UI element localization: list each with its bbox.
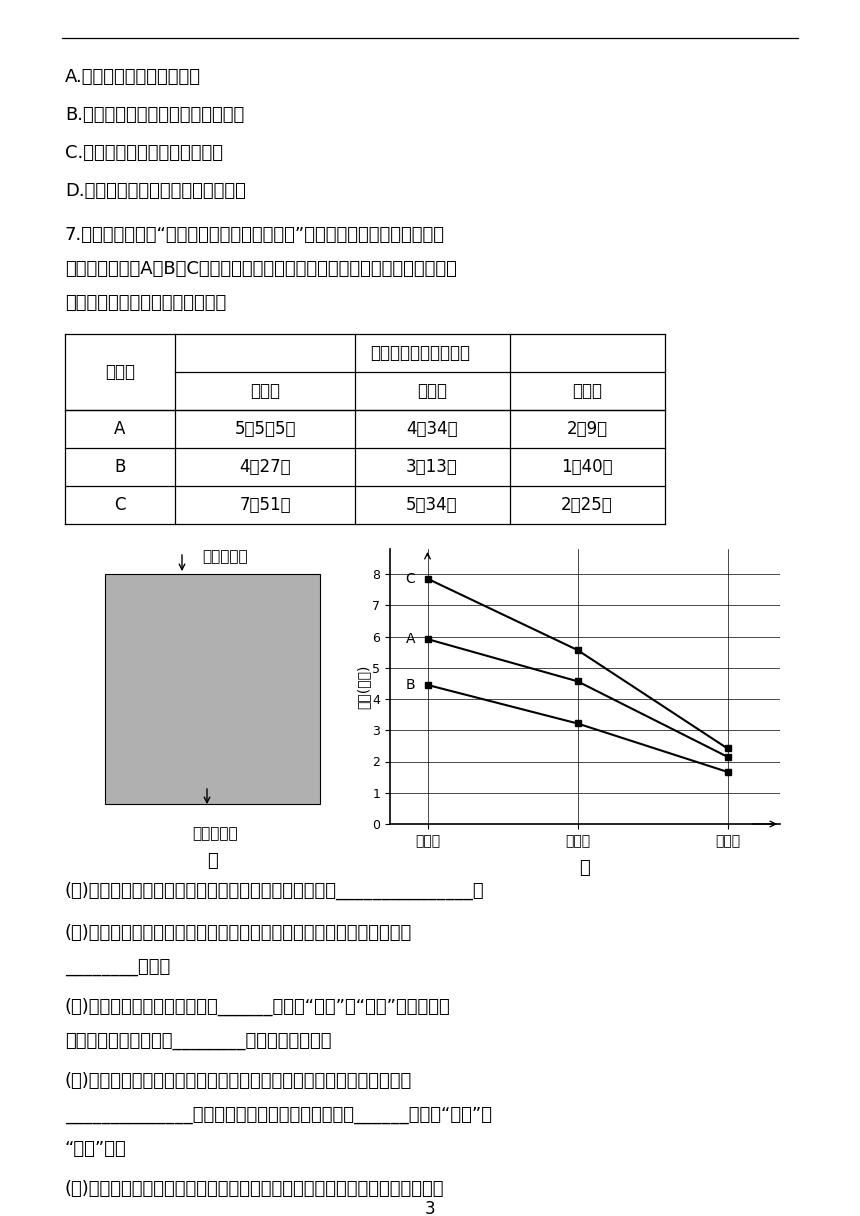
Text: 甲: 甲 bbox=[206, 852, 218, 869]
Text: 5分34秒: 5分34秒 bbox=[406, 496, 458, 514]
Text: B.后天学习行为一旦形成就不会改变: B.后天学习行为一旦形成就不会改变 bbox=[65, 106, 244, 124]
Text: 进食的小白鼠（A、B、C）分别走同一个迷宫（如图甲），在相同环境条件下，: 进食的小白鼠（A、B、C）分别走同一个迷宫（如图甲），在相同环境条件下， bbox=[65, 260, 457, 278]
Text: 出口放食物: 出口放食物 bbox=[202, 548, 248, 564]
Text: 第三次: 第三次 bbox=[572, 382, 602, 400]
Text: 3分13秒: 3分13秒 bbox=[406, 458, 458, 475]
Text: C: C bbox=[114, 496, 126, 514]
Text: ______________，可见此类行为可以通过训练得到______（选填“强化”或: ______________，可见此类行为可以通过训练得到______（选填“强… bbox=[65, 1107, 492, 1124]
Text: (２)从行为获得途径上看，小白鼠通过训练走迷宫获取食物的行为，属于: (２)从行为获得途径上看，小白鼠通过训练走迷宫获取食物的行为，属于 bbox=[65, 924, 412, 942]
Text: C.后天学习行为与遗传因素无关: C.后天学习行为与遗传因素无关 bbox=[65, 143, 223, 162]
Text: 1分40秒: 1分40秒 bbox=[562, 458, 613, 475]
Text: 7.某兴趣小组开展“训练小白鼠走迷宫获取食物”的探究活动：选取三只一天未: 7.某兴趣小组开展“训练小白鼠走迷宫获取食物”的探究活动：选取三只一天未 bbox=[65, 226, 445, 244]
Bar bbox=[105, 574, 320, 804]
Text: 2分25秒: 2分25秒 bbox=[561, 496, 613, 514]
Text: 第二次: 第二次 bbox=[417, 382, 447, 400]
Text: A: A bbox=[114, 420, 126, 438]
Text: ________行为。: ________行为。 bbox=[65, 958, 170, 976]
Text: D.先天性行为是动物生存必不可少的: D.先天性行为是动物生存必不可少的 bbox=[65, 182, 246, 199]
Text: A.飞蛾扑火是后天学习行为: A.飞蛾扑火是后天学习行为 bbox=[65, 68, 201, 86]
Text: 3: 3 bbox=[425, 1200, 435, 1216]
Text: (４)根据图乙曲线，发现三只小白鼠获取食物的三次时间有共同规律，即: (４)根据图乙曲线，发现三只小白鼠获取食物的三次时间有共同规律，即 bbox=[65, 1073, 412, 1090]
Text: “弱化”）。: “弱化”）。 bbox=[65, 1141, 126, 1158]
Text: 7分51秒: 7分51秒 bbox=[239, 496, 291, 514]
Text: B: B bbox=[406, 679, 415, 692]
Text: (１)根据本实验，你认为该兴趣小组提出的问题可能是：_______________？: (１)根据本实验，你认为该兴趣小组提出的问题可能是：______________… bbox=[65, 882, 485, 900]
Text: 人口小白鼠: 人口小白鼠 bbox=[192, 826, 237, 841]
Text: 4分27秒: 4分27秒 bbox=[239, 458, 291, 475]
Text: C: C bbox=[406, 572, 415, 586]
Text: 4分34秒: 4分34秒 bbox=[406, 420, 458, 438]
Text: 5分5祝5秒: 5分5祝5秒 bbox=[234, 420, 296, 438]
Text: 第一次: 第一次 bbox=[250, 382, 280, 400]
Text: 小白鼠: 小白鼠 bbox=[105, 364, 135, 381]
Text: (５)在上述实验中，若把小白鼠换成蝶蟂，蝶蟂难以经过短时间训练获取食物，: (５)在上述实验中，若把小白鼠换成蝶蟂，蝶蟂难以经过短时间训练获取食物， bbox=[65, 1180, 445, 1198]
Text: 测得如下表所示的数据。请分析：: 测得如下表所示的数据。请分析： bbox=[65, 294, 226, 313]
Text: 小白鼠找到食物的时间: 小白鼠找到食物的时间 bbox=[370, 344, 470, 362]
Text: B: B bbox=[114, 458, 126, 475]
Text: A: A bbox=[406, 632, 415, 646]
Text: 类行为的获得是建立在________因素的基础上的。: 类行为的获得是建立在________因素的基础上的。 bbox=[65, 1032, 331, 1049]
Text: 乙: 乙 bbox=[580, 858, 590, 877]
Y-axis label: 时间(分钟): 时间(分钟) bbox=[357, 664, 371, 709]
Text: 2分9秒: 2分9秒 bbox=[567, 420, 607, 438]
Text: (３)三只小白鼠找到食物的时间______（选填“相同”或“不同”），说明此: (３)三只小白鼠找到食物的时间______（选填“相同”或“不同”），说明此 bbox=[65, 998, 451, 1017]
